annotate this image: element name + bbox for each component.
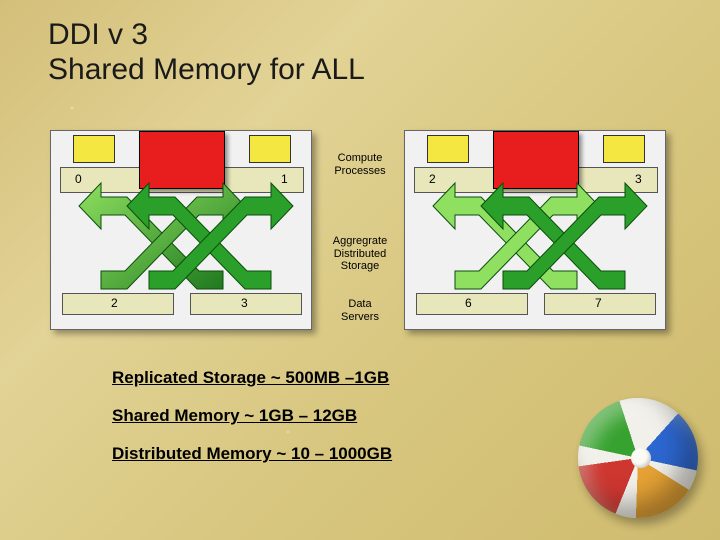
title-line2: Shared Memory for ALL xyxy=(48,53,365,86)
bullet-distributed: Distributed Memory ~ 10 – 1000GB xyxy=(112,444,392,464)
yellow-process-box xyxy=(73,135,115,163)
label-aggregate-storage: Aggregrate Distributed Storage xyxy=(333,235,387,273)
red-process-box xyxy=(493,131,579,189)
bullet-replicated: Replicated Storage ~ 500MB –1GB xyxy=(112,368,392,388)
yellow-process-box xyxy=(249,135,291,163)
node-num: 2 xyxy=(429,172,436,186)
server-num: 3 xyxy=(241,296,248,310)
memory-bullets: Replicated Storage ~ 500MB –1GB Shared M… xyxy=(112,368,392,482)
red-process-box xyxy=(139,131,225,189)
node-num: 0 xyxy=(75,172,82,186)
green-arrow-cross-icon xyxy=(425,189,647,299)
server-num: 2 xyxy=(111,296,118,310)
slide-title: DDI v 3 Shared Memory for ALL xyxy=(48,18,365,87)
beachball-icon xyxy=(578,398,698,518)
node-panel-right: 2 3 6 7 xyxy=(404,130,666,330)
title-line1: DDI v 3 xyxy=(48,18,148,51)
node-num: 1 xyxy=(281,172,288,186)
data-server-box xyxy=(62,293,174,315)
bullet-shared: Shared Memory ~ 1GB – 12GB xyxy=(112,406,392,426)
node-num: 3 xyxy=(635,172,642,186)
yellow-process-box xyxy=(427,135,469,163)
node-panel-left: 0 1 2 3 xyxy=(50,130,312,330)
green-arrow-cross-icon xyxy=(71,189,293,299)
label-compute-processes: Compute Processes xyxy=(334,152,385,177)
label-data-servers: Data Servers xyxy=(341,298,379,323)
server-num: 6 xyxy=(465,296,472,310)
server-num: 7 xyxy=(595,296,602,310)
yellow-process-box xyxy=(603,135,645,163)
data-server-box xyxy=(416,293,528,315)
